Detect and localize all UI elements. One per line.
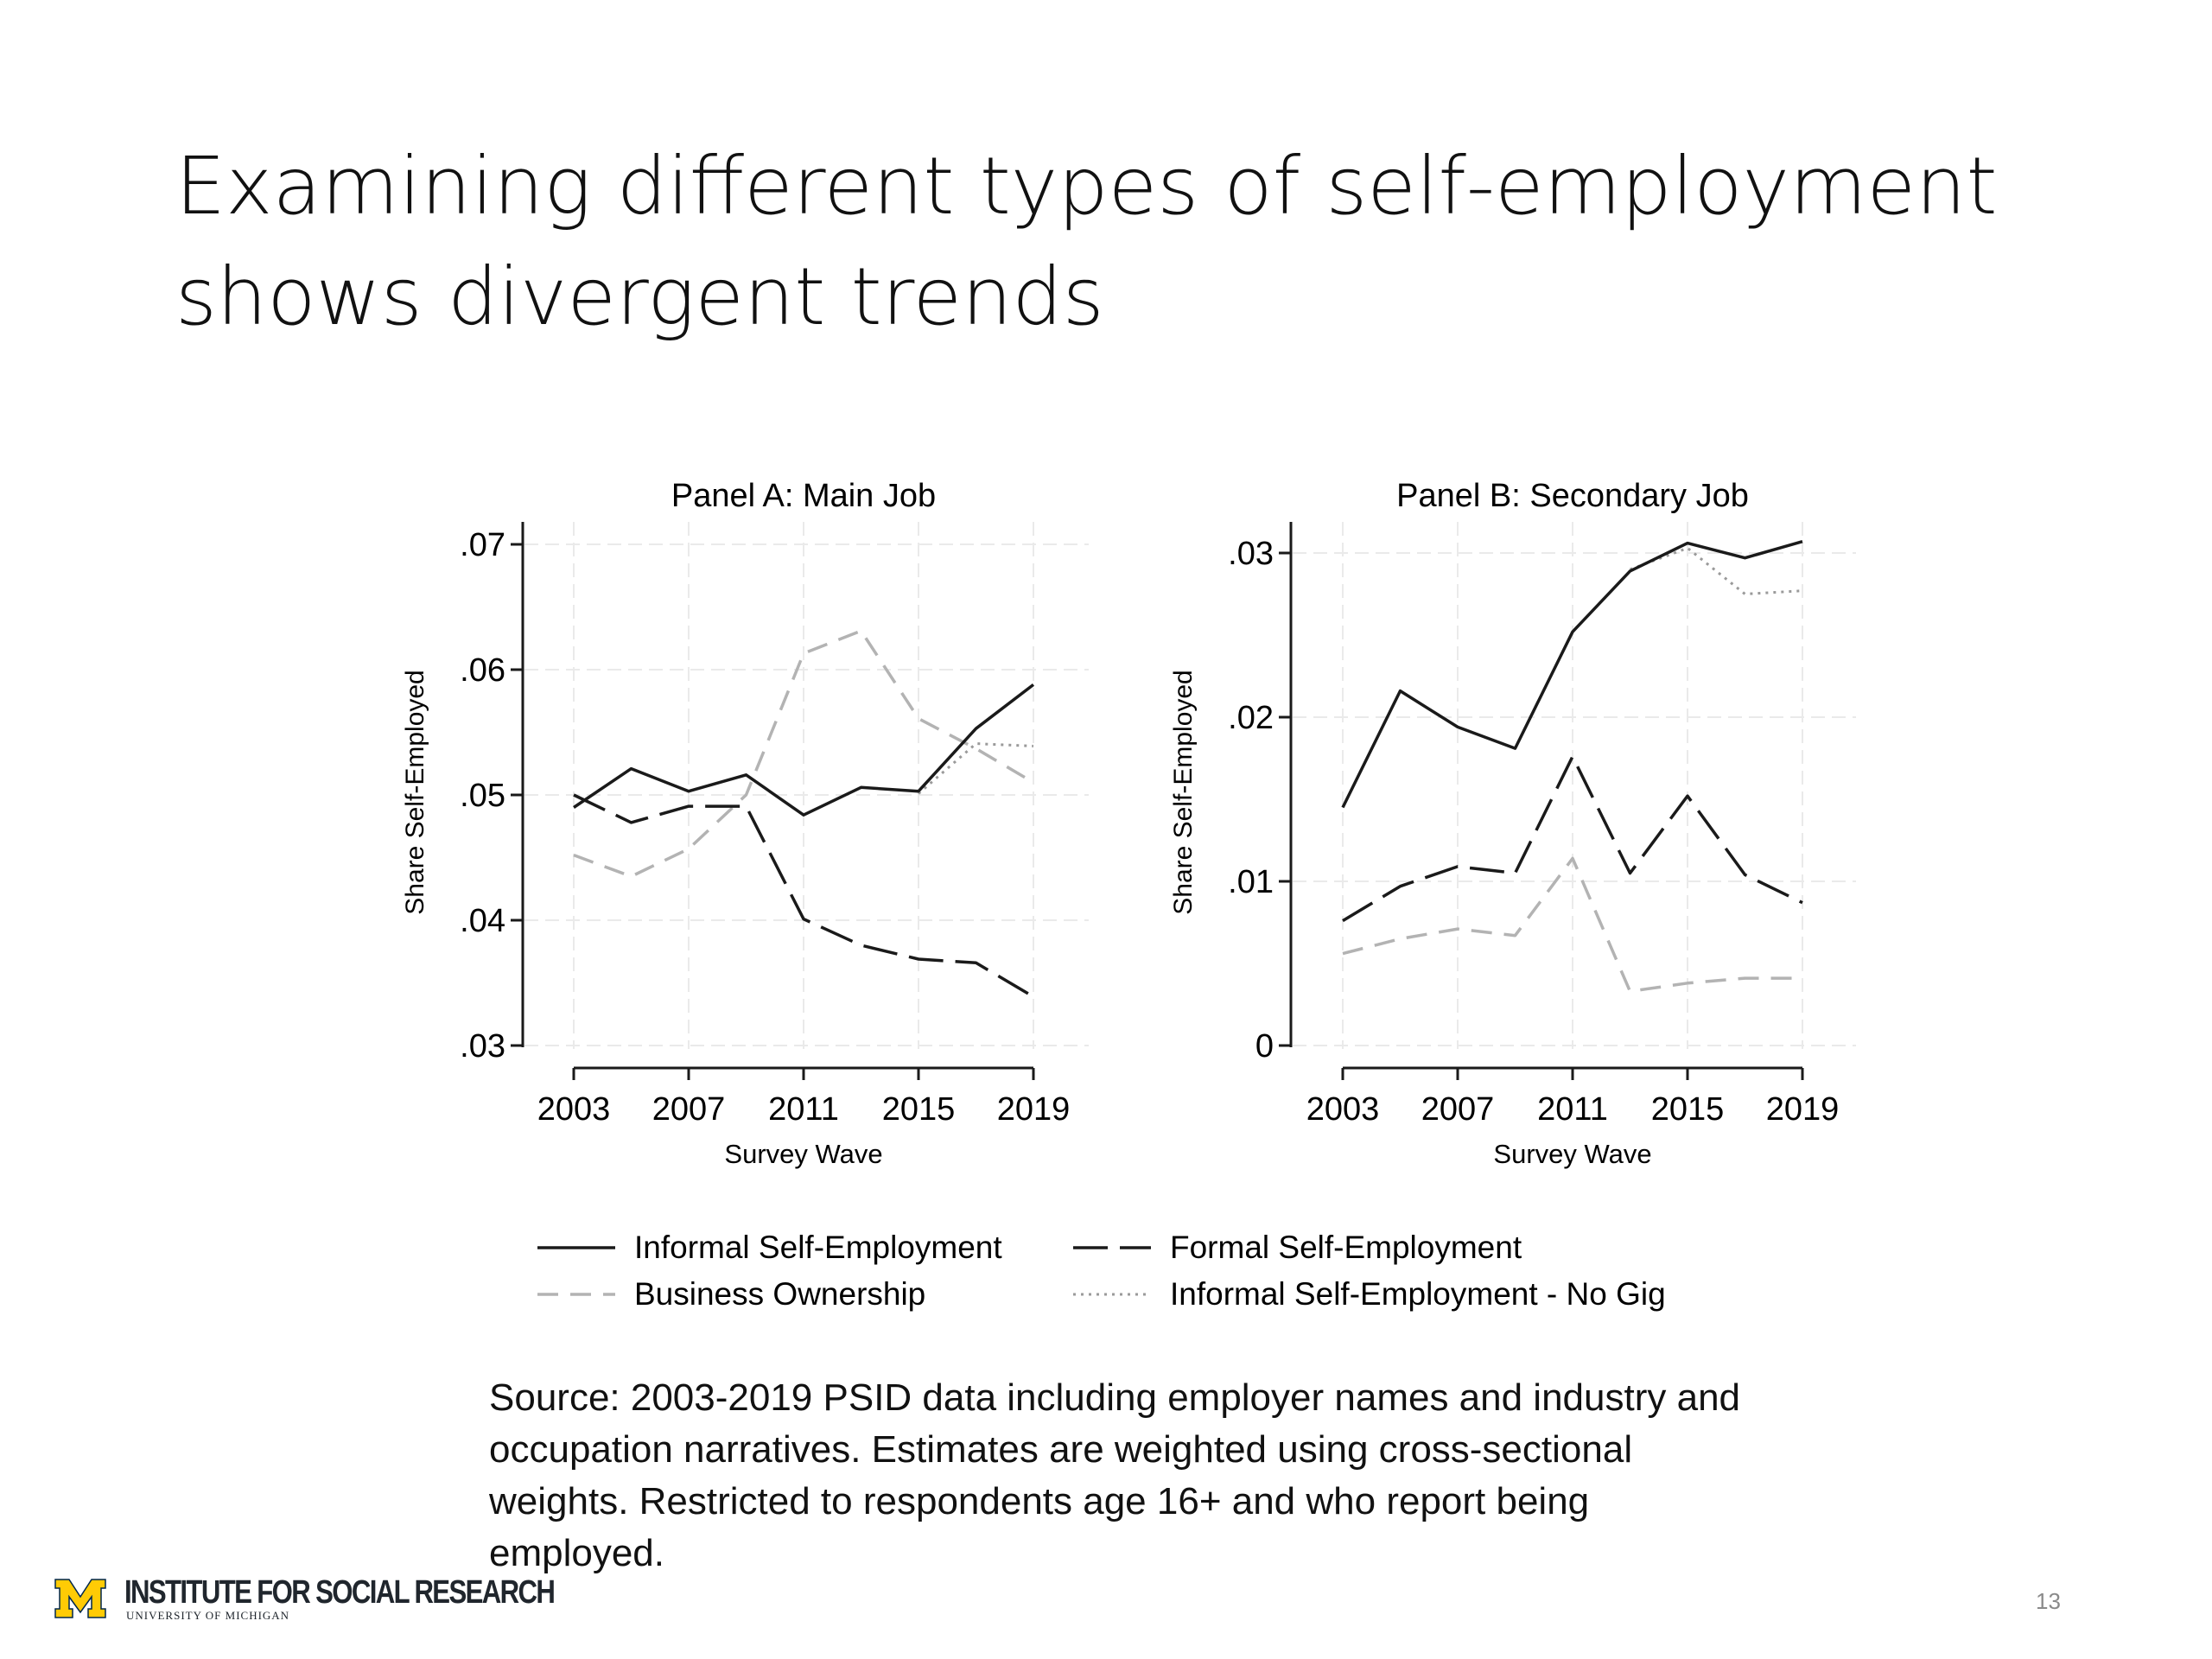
- y-tick-label: .05: [460, 778, 505, 814]
- y-axis-label: Share Self-Employed: [1169, 670, 1198, 914]
- panel-title: Panel B: Secondary Job: [1396, 478, 1749, 514]
- legend-label: Informal Self-Employment: [634, 1230, 1002, 1265]
- x-tick-label: 2011: [1537, 1091, 1608, 1128]
- series-line-formal-self-employment: [573, 793, 1034, 999]
- y-axis-label: Share Self-Employed: [401, 670, 429, 914]
- x-tick-label: 2019: [997, 1091, 1071, 1128]
- logo-text: INSTITUTE FOR SOCIAL RESEARCH: [124, 1574, 556, 1611]
- source-note: Source: 2003-2019 PSID data including em…: [489, 1376, 1741, 1574]
- y-tick-label: .03: [1228, 536, 1274, 572]
- slide-title-line-2: shows divergent trends: [175, 251, 1104, 343]
- x-tick-label: 2015: [882, 1091, 956, 1128]
- y-tick-label: .06: [460, 652, 505, 689]
- logo-mark-shape: [54, 1579, 106, 1618]
- logo-subtext: UNIVERSITY OF MICHIGAN: [126, 1609, 290, 1622]
- x-axis-label: Survey Wave: [1493, 1139, 1651, 1169]
- series-line-formal-self-employment: [1342, 754, 1803, 923]
- legend-label: Informal Self-Employment - No Gig: [1170, 1276, 1666, 1312]
- chart-panel-1: Panel A: Main Job .03 .04 .05 .06 .07 Share Se…: [401, 478, 1089, 1169]
- page-number: 13: [2036, 1588, 2061, 1614]
- x-tick-label: 2007: [652, 1091, 726, 1128]
- legend-label: Formal Self-Employment: [1170, 1230, 1522, 1265]
- series-line-business-ownership: [573, 629, 1034, 879]
- series-line-informal-self-employment-no-gig: [918, 742, 1034, 795]
- y-tick-label: .04: [460, 903, 505, 939]
- legend-label: Business Ownership: [634, 1276, 925, 1312]
- series-line-informal-self-employment: [1341, 540, 1803, 809]
- series-line-informal-self-employment-no-gig: [1629, 546, 1803, 595]
- x-tick-label: 2015: [1651, 1091, 1725, 1128]
- y-tick-label: 0: [1255, 1028, 1274, 1065]
- x-tick-label: 2019: [1766, 1091, 1840, 1128]
- chart-legend: Informal Self-Employment Formal Self-Empl…: [537, 1230, 1666, 1312]
- y-tick-label: .02: [1228, 700, 1274, 736]
- university-m-logo-icon: [54, 1579, 106, 1618]
- x-tick-label: 2003: [1306, 1091, 1380, 1128]
- x-axis-label: Survey Wave: [724, 1139, 882, 1169]
- x-tick-label: 2007: [1421, 1091, 1495, 1128]
- y-tick-label: .01: [1228, 864, 1274, 900]
- series-line-informal-self-employment: [573, 683, 1035, 817]
- y-tick-label: .03: [460, 1028, 505, 1065]
- chart-panel-2: Panel B: Secondary Job 0 .01 .02 .03 Share Se…: [1169, 478, 1856, 1169]
- panel-title: Panel A: Main Job: [671, 478, 936, 514]
- slide-title: Examining different types of self-employ…: [175, 131, 2120, 353]
- x-tick-label: 2003: [537, 1091, 611, 1128]
- series-line-business-ownership: [1342, 856, 1802, 994]
- slide-title-line-1: Examining different types of self-employ…: [175, 140, 1998, 232]
- x-tick-label: 2011: [768, 1091, 839, 1128]
- y-tick-label: .07: [460, 527, 505, 563]
